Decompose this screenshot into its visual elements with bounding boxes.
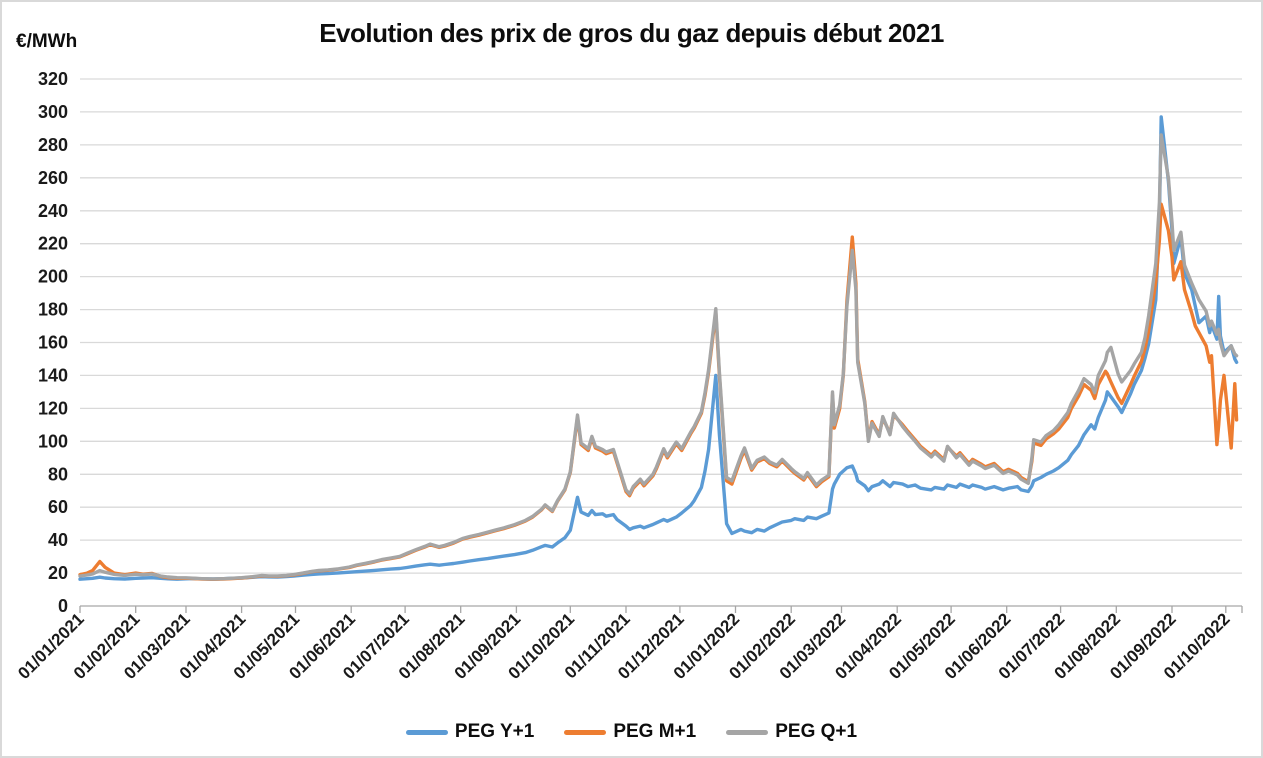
- series-line-peg-y+1: [78, 115, 1239, 581]
- y-tick-label: 40: [48, 530, 68, 550]
- legend-swatch-icon: [405, 729, 448, 735]
- y-tick-label: 100: [38, 431, 68, 451]
- y-tick-label: 120: [38, 398, 68, 418]
- series-line-peg-q+1: [78, 133, 1239, 581]
- y-tick-label: 160: [38, 333, 68, 353]
- y-tick-label: 0: [58, 596, 68, 616]
- y-tick-label: 60: [48, 497, 68, 517]
- legend-item: PEG Y+1: [405, 721, 535, 743]
- y-tick-label: 240: [38, 201, 68, 221]
- legend-item: PEG M+1: [564, 721, 696, 743]
- legend-label: PEG M+1: [613, 721, 697, 742]
- y-tick-label: 140: [38, 365, 68, 385]
- legend-item: PEG Q+1: [726, 721, 857, 743]
- legend-swatch-icon: [726, 729, 769, 735]
- chart-title: Evolution des prix de gros du gaz depuis…: [319, 18, 944, 48]
- legend-label: PEG Y+1: [454, 721, 535, 742]
- y-tick-label: 220: [38, 234, 68, 254]
- y-tick-label: 280: [38, 135, 68, 155]
- legend: PEG Y+1 PEG M+1 PEG Q+1: [2, 721, 1261, 743]
- legend-swatch-icon: [564, 729, 607, 735]
- y-tick-label: 20: [48, 563, 68, 583]
- y-tick-label: 300: [38, 102, 68, 122]
- y-tick-label: 200: [38, 267, 68, 287]
- y-tick-label: 320: [38, 69, 68, 89]
- legend-label: PEG Q+1: [775, 721, 858, 742]
- y-tick-label: 260: [38, 168, 68, 188]
- y-axis-unit-label: €/MWh: [16, 31, 78, 52]
- y-tick-label: 80: [48, 464, 68, 484]
- y-tick-label: 180: [38, 300, 68, 320]
